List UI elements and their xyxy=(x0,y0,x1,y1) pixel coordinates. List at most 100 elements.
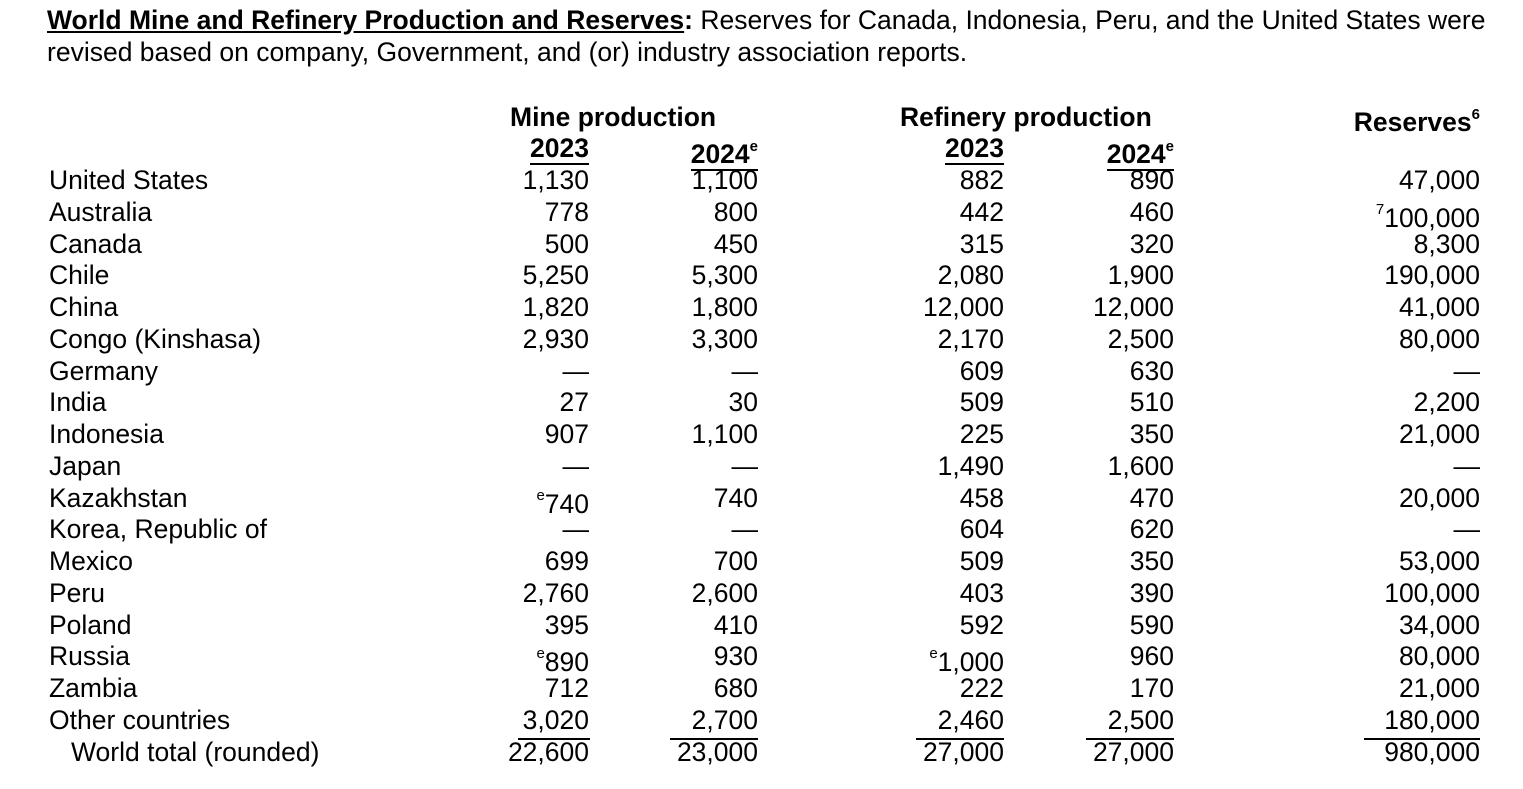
country-name: India xyxy=(49,387,107,418)
value-text: 22,600 xyxy=(507,736,589,767)
value-text: 800 xyxy=(713,196,758,227)
value-text: 740 xyxy=(713,482,758,513)
value-text: 5,250 xyxy=(522,260,589,291)
value-text: 1,100 xyxy=(691,165,758,195)
value-text: 450 xyxy=(713,228,758,259)
value-text: 100,000 xyxy=(1384,202,1480,233)
table-row: Canada 500 450 315 320 8,300 xyxy=(0,229,1523,261)
value-text: 712 xyxy=(544,673,589,703)
value-mine-2023: e890 xyxy=(536,641,589,679)
total-rule xyxy=(1364,737,1480,740)
value-text: 699 xyxy=(544,546,589,576)
value-reserves: — xyxy=(1454,451,1481,483)
table-row: Indonesia 907 1,100 225 350 21,000 xyxy=(0,419,1523,451)
value-text: 980,000 xyxy=(1384,736,1480,767)
value-ref-2023: 509 xyxy=(960,546,1004,578)
value-text: 1,900 xyxy=(1107,260,1174,291)
country-name: Mexico xyxy=(49,546,133,576)
value-reserves: 7100,000 xyxy=(1376,197,1480,235)
value-mine-2023: 712 xyxy=(545,673,589,705)
value-mine-2024: — xyxy=(732,514,759,546)
value-text: 907 xyxy=(544,419,589,449)
value-ref-2024: 350 xyxy=(1130,419,1174,451)
value-ref-2023: 2,080 xyxy=(938,260,1004,292)
table-row: Australia 778 800 442 460 7100,000 xyxy=(0,196,1523,233)
value-text: 740 xyxy=(544,488,589,519)
header-refinery-2024-label: 2024e xyxy=(1106,138,1174,171)
value-text: 27,000 xyxy=(1092,736,1174,767)
value-text: 2,930 xyxy=(522,323,589,354)
value-ref-2023: 225 xyxy=(960,419,1004,451)
total-rule xyxy=(1086,737,1174,740)
value-text: 53,000 xyxy=(1398,546,1480,576)
value-mine-2023: 2,930 xyxy=(523,324,589,356)
header-refinery-2023: 2023 xyxy=(945,133,1004,165)
value-text: 2,200 xyxy=(1413,387,1480,418)
intro-paragraph: World Mine and Refinery Production and R… xyxy=(47,4,1523,68)
table-row: Congo (Kinshasa) 2,930 3,300 2,170 2,500 80,0… xyxy=(0,324,1523,356)
country-name: Peru xyxy=(49,577,105,608)
footnote-mark: e xyxy=(536,486,545,504)
value-text: 2,080 xyxy=(937,260,1004,291)
value-ref-2024: 27,000 xyxy=(1093,737,1174,769)
value-text: 222 xyxy=(959,673,1004,703)
value-text: 1,820 xyxy=(522,292,589,322)
table-row: Kazakhstan e740 740 458 470 20,000 xyxy=(0,482,1523,519)
value-text: 700 xyxy=(713,546,758,576)
value-mine-2023: 2,760 xyxy=(523,578,589,610)
value-reserves: 80,000 xyxy=(1399,324,1480,356)
value-text: 27 xyxy=(559,387,589,418)
value-mine-2023: 907 xyxy=(545,419,589,451)
value-mine-2024: 2,700 xyxy=(692,705,758,737)
value-text: — xyxy=(731,355,759,386)
value-text: 80,000 xyxy=(1398,641,1480,672)
value-text: 410 xyxy=(713,609,758,640)
value-ref-2024: 620 xyxy=(1130,514,1174,546)
value-ref-2023: 2,170 xyxy=(938,324,1004,356)
country-name: Other countries xyxy=(49,704,231,735)
footnote-mark: e xyxy=(929,645,938,663)
value-mine-2024: — xyxy=(732,451,759,483)
value-mine-2023: 3,020 xyxy=(523,705,589,737)
heading-colon: : xyxy=(684,5,693,35)
value-mine-2024: 2,600 xyxy=(692,578,758,610)
value-text: — xyxy=(562,355,590,386)
value-ref-2024: 630 xyxy=(1130,356,1174,388)
country-name: Poland xyxy=(49,609,132,640)
value-text: 27,000 xyxy=(922,736,1004,767)
table-row: Poland 395 410 592 590 34,000 xyxy=(0,610,1523,642)
value-text: 403 xyxy=(959,577,1004,608)
value-mine-2023: 778 xyxy=(545,197,589,229)
value-text: 3,020 xyxy=(522,704,589,735)
value-text: 180,000 xyxy=(1384,704,1480,735)
value-ref-2023: 458 xyxy=(960,483,1004,515)
value-text: 1,800 xyxy=(691,292,758,322)
value-text: 1,000 xyxy=(937,647,1004,678)
header-refinery-2024-estimate: e xyxy=(1165,138,1174,155)
value-mine-2023: 699 xyxy=(545,546,589,578)
value-reserves: 47,000 xyxy=(1399,165,1480,197)
value-text: 23,000 xyxy=(676,736,758,767)
value-ref-2023: 442 xyxy=(960,197,1004,229)
header-refinery-2024-year: 2024 xyxy=(1106,138,1166,169)
value-text: 41,000 xyxy=(1398,292,1480,322)
country-name: Zambia xyxy=(49,673,138,703)
value-mine-2024: 410 xyxy=(714,610,758,642)
footnote-mark: e xyxy=(536,645,545,663)
value-reserves: 20,000 xyxy=(1399,483,1480,515)
footnote-mark: 7 xyxy=(1375,200,1385,218)
value-reserves: 8,300 xyxy=(1414,229,1480,261)
value-text: 2,500 xyxy=(1107,323,1174,354)
country-name: Germany xyxy=(49,355,158,386)
value-text: 21,000 xyxy=(1398,673,1480,703)
value-mine-2023: 5,250 xyxy=(523,260,589,292)
value-text: 190,000 xyxy=(1384,260,1480,291)
table-row: Other countries 3,020 2,700 2,460 2,500 180,0… xyxy=(0,705,1523,737)
header-refinery-2023-label: 2023 xyxy=(945,133,1004,165)
total-rule xyxy=(916,737,1004,740)
value-reserves: 41,000 xyxy=(1399,292,1480,324)
value-text: 609 xyxy=(959,355,1004,386)
value-text: 1,130 xyxy=(522,165,589,195)
value-ref-2023: 315 xyxy=(960,229,1004,261)
value-reserves: — xyxy=(1454,514,1481,546)
